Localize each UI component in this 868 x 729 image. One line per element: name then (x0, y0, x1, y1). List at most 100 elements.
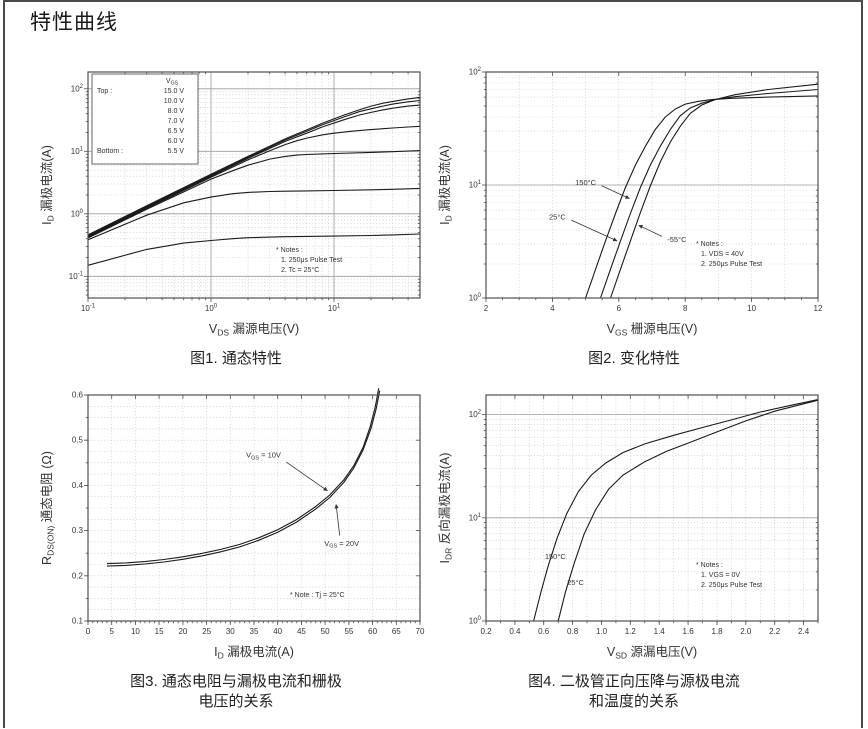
figures-grid: 10-1 100 101 10-1 100 101 102 VDS 漏源电压(V) ID 漏极电… (36, 60, 832, 712)
svg-text:VSD 源漏电压(V): VSD 源漏电压(V) (607, 644, 697, 661)
svg-text:* Notes :: * Notes : (696, 241, 723, 248)
svg-text:15: 15 (155, 627, 164, 636)
svg-text:101: 101 (328, 304, 341, 314)
svg-text:5.5 V: 5.5 V (168, 148, 185, 155)
svg-text:25: 25 (202, 627, 211, 636)
svg-text:0: 0 (86, 627, 91, 636)
svg-text:2. 250μs Pulse Test: 2. 250μs Pulse Test (701, 582, 762, 589)
figure-2: 2 4 6 8 10 12 100 101 102 VGS 栅源电压(V) ID 漏极电流(A) * … (436, 60, 832, 369)
fig4-caption-line1: 图4. 二极管正向压降与源极电流 (528, 673, 740, 690)
svg-text:1.6: 1.6 (683, 627, 695, 636)
svg-text:6.0 V: 6.0 V (168, 138, 185, 145)
page-title: 特性曲线 (30, 10, 118, 34)
svg-text:7.0 V: 7.0 V (168, 118, 185, 125)
fig1-chart: 10-1 100 101 10-1 100 101 102 VDS 漏源电压(V) ID 漏极电… (38, 60, 434, 347)
svg-text:45: 45 (297, 627, 306, 636)
svg-text:0.3: 0.3 (72, 526, 84, 535)
svg-text:0.2: 0.2 (480, 627, 492, 636)
svg-text:101: 101 (469, 513, 482, 523)
svg-text:1.2: 1.2 (625, 627, 637, 636)
svg-text:20: 20 (178, 627, 187, 636)
svg-text:10-1: 10-1 (69, 271, 84, 281)
fig4-chart: 0.2 0.4 0.6 0.8 1.0 1.2 1.4 1.6 1.8 2.0 2.2 2.4 100 1… (436, 383, 832, 670)
svg-text:ID 漏极电流(A): ID 漏极电流(A) (214, 644, 294, 661)
svg-text:10: 10 (131, 627, 140, 636)
svg-text:1. 250μs Pulse Test: 1. 250μs Pulse Test (281, 257, 342, 264)
svg-text:VGS 栅源电压(V): VGS 栅源电压(V) (607, 321, 698, 338)
svg-text:6.5 V: 6.5 V (168, 128, 185, 135)
svg-text:IDR 反向漏极电流(A): IDR 反向漏极电流(A) (437, 453, 454, 564)
svg-text:150°C: 150°C (575, 178, 597, 187)
svg-text:100: 100 (469, 616, 482, 626)
svg-text:1.4: 1.4 (654, 627, 666, 636)
fig1-caption-line1: 图1. 通态特性 (190, 350, 282, 367)
svg-text:2. 250μs Pulse Test: 2. 250μs Pulse Test (701, 261, 762, 268)
svg-text:0.6: 0.6 (538, 627, 550, 636)
fig3-caption: 图3. 通态电阻与漏极电流和栅极 电压的关系 (36, 672, 436, 712)
svg-text:2.2: 2.2 (769, 627, 781, 636)
svg-text:0.4: 0.4 (72, 481, 84, 490)
fig4-caption-line2: 和温度的关系 (588, 693, 679, 710)
fig3-caption-line1: 图3. 通态电阻与漏极电流和栅极 (130, 673, 342, 690)
svg-text:60: 60 (368, 627, 377, 636)
svg-text:10.0 V: 10.0 V (164, 98, 185, 105)
svg-text:* Note : Tj = 25°C: * Note : Tj = 25°C (290, 591, 345, 599)
svg-text:0.4: 0.4 (509, 627, 521, 636)
svg-text:55: 55 (344, 627, 353, 636)
svg-text:8: 8 (683, 304, 688, 313)
svg-text:8.0 V: 8.0 V (168, 108, 185, 115)
svg-text:101: 101 (71, 146, 84, 156)
fig2-caption: 图2. 变化特性 (436, 349, 832, 369)
svg-text:0.5: 0.5 (72, 436, 84, 445)
svg-text:65: 65 (392, 627, 401, 636)
svg-text:2: 2 (484, 304, 489, 313)
svg-text:10: 10 (747, 304, 756, 313)
svg-text:40: 40 (273, 627, 282, 636)
svg-text:1.0: 1.0 (596, 627, 608, 636)
svg-text:1. VGS = 0V: 1. VGS = 0V (701, 572, 740, 579)
svg-text:0.8: 0.8 (567, 627, 579, 636)
fig4-caption: 图4. 二极管正向压降与源极电流 和温度的关系 (436, 672, 832, 712)
svg-text:102: 102 (71, 84, 84, 94)
fig3-caption-line2: 电压的关系 (198, 693, 274, 710)
figure-1: 10-1 100 101 10-1 100 101 102 VDS 漏源电压(V) ID 漏极电… (36, 60, 436, 369)
svg-text:VGS: VGS (166, 78, 179, 87)
svg-text:100: 100 (71, 209, 84, 219)
svg-text:ID 漏极电流(A): ID 漏极电流(A) (437, 145, 454, 225)
svg-text:50: 50 (321, 627, 330, 636)
svg-text:1. VDS = 40V: 1. VDS = 40V (701, 251, 744, 258)
svg-text:RDS(ON) 通态电阻 (Ω): RDS(ON) 通态电阻 (Ω) (40, 451, 56, 565)
svg-text:2. Tc = 25°C: 2. Tc = 25°C (281, 266, 319, 274)
svg-text:6: 6 (617, 304, 622, 313)
svg-text:* Notes :: * Notes : (696, 562, 723, 569)
svg-text:101: 101 (469, 180, 482, 190)
svg-text:30: 30 (226, 627, 235, 636)
svg-text:10-1: 10-1 (81, 304, 96, 314)
svg-text:-55°C: -55°C (667, 235, 687, 244)
fig1-caption: 图1. 通态特性 (36, 349, 436, 369)
svg-text:ID 漏极电流(A): ID 漏极电流(A) (39, 145, 56, 225)
svg-text:2.0: 2.0 (740, 627, 752, 636)
svg-text:15.0 V: 15.0 V (164, 88, 185, 95)
svg-text:5: 5 (109, 627, 114, 636)
svg-text:VDS 漏源电压(V): VDS 漏源电压(V) (209, 321, 299, 338)
svg-text:VGS = 20V: VGS = 20V (324, 539, 359, 550)
svg-text:12: 12 (814, 304, 823, 313)
svg-text:4: 4 (550, 304, 555, 313)
svg-text:VGS = 10V: VGS = 10V (246, 451, 281, 462)
svg-text:25°C: 25°C (549, 213, 566, 222)
svg-text:150°C: 150°C (545, 552, 567, 561)
fig2-caption-line1: 图2. 变化特性 (588, 350, 680, 367)
svg-text:100: 100 (469, 293, 482, 303)
svg-text:2.4: 2.4 (798, 627, 810, 636)
svg-text:35: 35 (250, 627, 259, 636)
figure-3: 0 5 10 15 20 25 30 35 40 45 50 55 60 65 70 0.1 0.2 0.3 0.4… (36, 383, 436, 712)
svg-text:1.8: 1.8 (711, 627, 723, 636)
fig3-chart: 0 5 10 15 20 25 30 35 40 45 50 55 60 65 70 0.1 0.2 0.3 0.4… (38, 383, 434, 670)
svg-text:Top :: Top : (97, 88, 112, 95)
svg-text:102: 102 (469, 410, 482, 420)
svg-text:Bottom :: Bottom : (97, 148, 123, 155)
svg-text:100: 100 (205, 304, 218, 314)
svg-text:70: 70 (416, 627, 425, 636)
figure-4: 0.2 0.4 0.6 0.8 1.0 1.2 1.4 1.6 1.8 2.0 2.2 2.4 100 1… (436, 383, 832, 712)
